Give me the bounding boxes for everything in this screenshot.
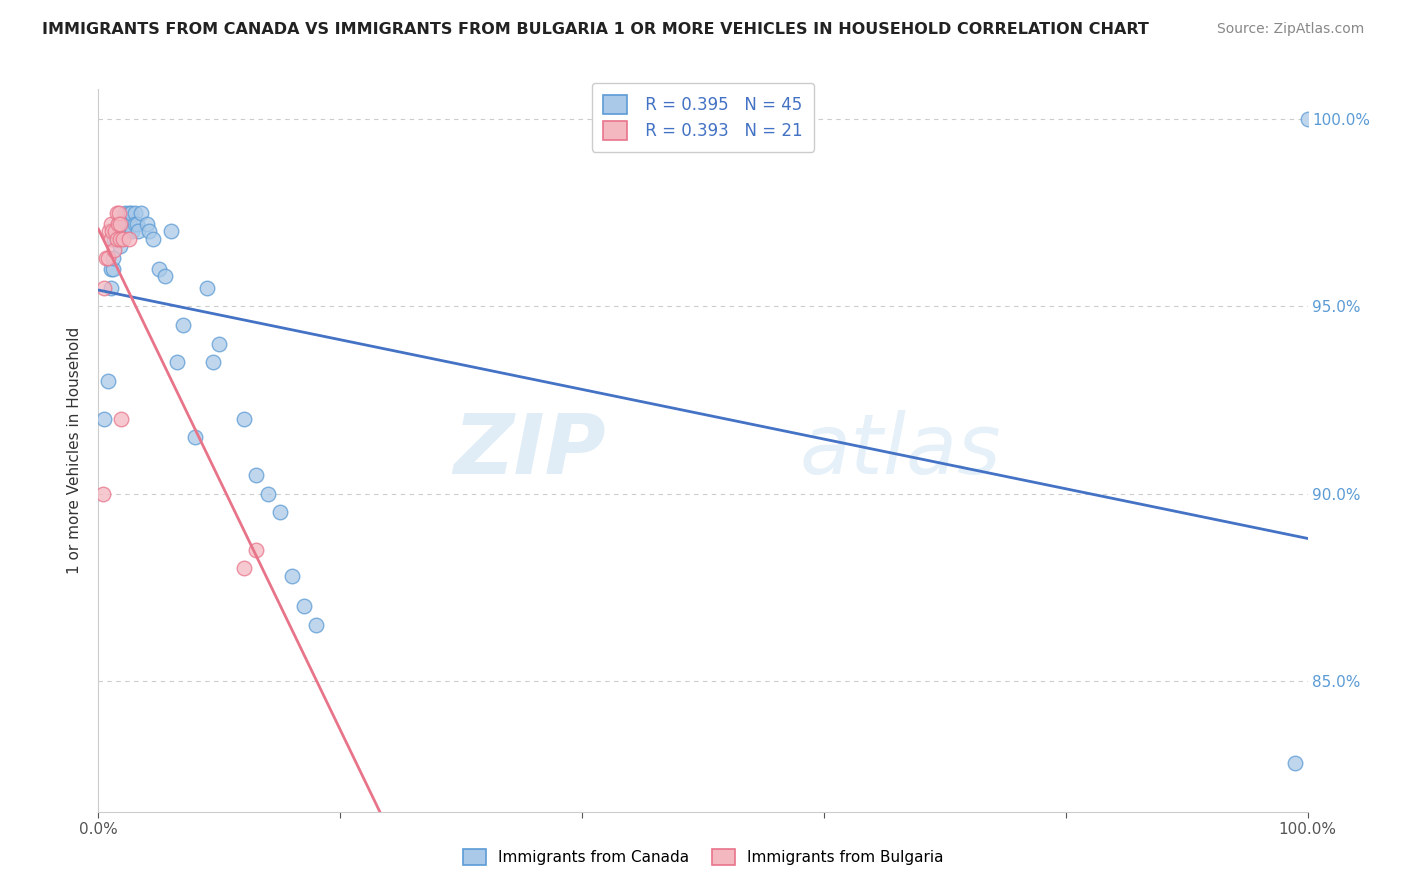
Text: ZIP: ZIP [454, 410, 606, 491]
Point [111, 232, 134, 246]
Point [292, 599, 315, 613]
Point [111, 224, 134, 238]
Point [256, 486, 278, 500]
Point [103, 232, 125, 246]
Text: IMMIGRANTS FROM CANADA VS IMMIGRANTS FROM BULGARIA 1 OR MORE VEHICLES IN HOUSEHO: IMMIGRANTS FROM CANADA VS IMMIGRANTS FRO… [42, 22, 1149, 37]
Point [305, 617, 328, 632]
Point [108, 217, 131, 231]
Point [135, 217, 157, 231]
Point [100, 232, 122, 246]
Point [269, 505, 291, 519]
Point [148, 261, 170, 276]
Point [100, 224, 122, 238]
Legend: Immigrants from Canada, Immigrants from Bulgaria: Immigrants from Canada, Immigrants from … [457, 843, 949, 871]
Point [93, 280, 115, 294]
Point [118, 232, 141, 246]
Point [103, 243, 125, 257]
Point [172, 318, 194, 332]
Point [117, 224, 139, 238]
Point [127, 224, 149, 238]
Point [124, 205, 146, 219]
Point [232, 411, 254, 425]
Point [100, 261, 122, 276]
Point [138, 224, 160, 238]
Point [108, 224, 131, 238]
Point [107, 217, 129, 231]
Text: Source: ZipAtlas.com: Source: ZipAtlas.com [1216, 22, 1364, 37]
Point [97, 374, 120, 388]
Point [110, 411, 132, 425]
Legend:  R = 0.395   N = 45,  R = 0.393   N = 21: R = 0.395 N = 45, R = 0.393 N = 21 [592, 83, 814, 152]
Point [105, 232, 128, 246]
Point [91, 486, 114, 500]
Point [124, 217, 146, 231]
Point [104, 224, 127, 238]
Point [111, 217, 134, 231]
Point [202, 355, 225, 369]
Point [208, 336, 231, 351]
Point [101, 251, 124, 265]
Point [108, 239, 131, 253]
Point [100, 217, 122, 231]
Point [98, 224, 121, 238]
Point [127, 217, 149, 231]
Point [105, 232, 128, 246]
Point [100, 280, 122, 294]
Point [142, 232, 165, 246]
Point [195, 280, 218, 294]
Text: atlas: atlas [800, 410, 1001, 491]
Y-axis label: 1 or more Vehicles in Household: 1 or more Vehicles in Household [67, 326, 83, 574]
Point [121, 224, 143, 238]
Point [1296, 112, 1319, 127]
Point [105, 205, 128, 219]
Point [114, 205, 136, 219]
Point [245, 542, 267, 557]
Point [108, 232, 131, 246]
Point [184, 430, 207, 444]
Point [108, 205, 131, 219]
Point [160, 224, 183, 238]
Point [97, 251, 120, 265]
Point [118, 205, 141, 219]
Point [107, 217, 129, 231]
Point [153, 269, 176, 284]
Point [232, 561, 254, 575]
Point [1284, 756, 1306, 770]
Point [129, 205, 152, 219]
Point [120, 205, 142, 219]
Point [93, 411, 115, 425]
Point [118, 217, 141, 231]
Point [94, 251, 117, 265]
Point [166, 355, 188, 369]
Point [281, 569, 304, 583]
Point [245, 467, 267, 482]
Point [101, 261, 124, 276]
